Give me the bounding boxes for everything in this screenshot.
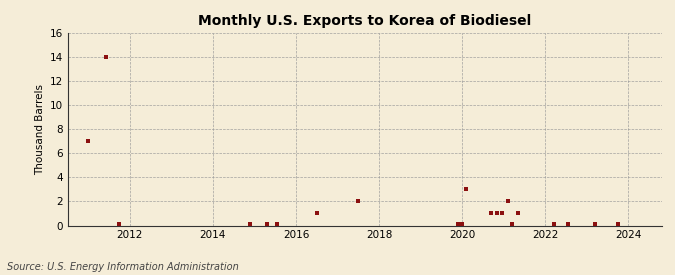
Point bbox=[502, 199, 513, 204]
Point bbox=[272, 221, 283, 226]
Point bbox=[563, 221, 574, 226]
Point bbox=[486, 211, 497, 216]
Point bbox=[513, 211, 524, 216]
Point bbox=[548, 221, 559, 226]
Point bbox=[114, 221, 125, 226]
Point bbox=[457, 221, 468, 226]
Point bbox=[353, 199, 364, 204]
Point bbox=[461, 187, 472, 192]
Point bbox=[311, 211, 322, 216]
Title: Monthly U.S. Exports to Korea of Biodiesel: Monthly U.S. Exports to Korea of Biodies… bbox=[198, 14, 531, 28]
Point bbox=[496, 211, 507, 216]
Point bbox=[590, 221, 601, 226]
Point bbox=[261, 221, 272, 226]
Y-axis label: Thousand Barrels: Thousand Barrels bbox=[35, 84, 45, 175]
Point bbox=[492, 211, 503, 216]
Point bbox=[101, 55, 111, 59]
Text: Source: U.S. Energy Information Administration: Source: U.S. Energy Information Administ… bbox=[7, 262, 238, 272]
Point bbox=[452, 221, 463, 226]
Point bbox=[245, 221, 256, 226]
Point bbox=[83, 139, 94, 144]
Point bbox=[506, 221, 517, 226]
Point bbox=[612, 221, 623, 226]
